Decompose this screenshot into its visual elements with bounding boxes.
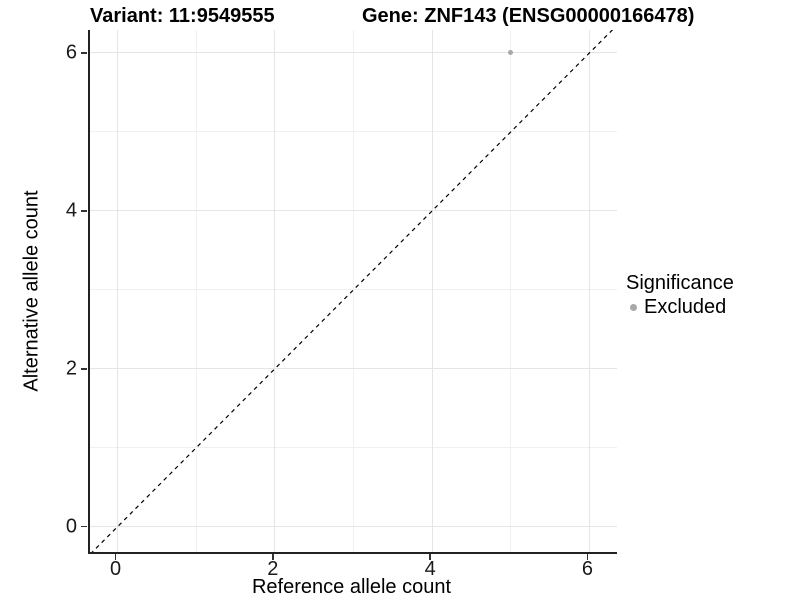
gridline-y-2: [90, 368, 617, 370]
y-tick-label-2: 2: [65, 357, 77, 380]
plot-panel: [88, 30, 617, 554]
gridline-x-2: [274, 30, 276, 552]
legend-key-dot-icon: [630, 304, 637, 311]
gridline-y-0: [90, 526, 617, 528]
x-tick-label-2: 2: [267, 558, 279, 580]
data-point-excluded: [508, 50, 514, 56]
x-tick-label-6: 6: [581, 558, 594, 580]
gridline-y-minor-1: [90, 447, 617, 449]
gridline-y-minor-5: [90, 131, 617, 133]
x-tick-label-4: 4: [424, 558, 436, 580]
x-tick-label-0: 0: [109, 558, 122, 580]
gridline-x-6: [588, 30, 590, 552]
variant-title: Variant: 11:9549555: [90, 5, 275, 27]
legend-item-excluded: Excluded: [630, 296, 734, 319]
y-tick-label-4: 4: [65, 199, 77, 222]
gridline-y-6: [90, 52, 617, 54]
identity-reference-line: [91, 30, 614, 552]
gridline-x-minor-1: [195, 30, 197, 552]
gridline-x-4: [431, 30, 433, 552]
x-tick-mark-2: [272, 554, 274, 560]
y-tick-mark-6: [81, 52, 87, 54]
gene-title: Gene: ZNF143 (ENSG00000166478): [362, 5, 695, 27]
y-tick-label-6: 6: [65, 41, 77, 64]
y-tick-mark-2: [81, 368, 87, 370]
legend: Significance Excluded: [626, 272, 734, 319]
legend-item-label: Excluded: [644, 296, 727, 318]
y-tick-label-0: 0: [65, 515, 77, 538]
gridline-y-minor-3: [90, 289, 617, 291]
x-tick-mark-6: [586, 554, 589, 560]
y-axis-title: Alternative allele count: [20, 190, 43, 392]
gridline-x-minor-3: [353, 30, 354, 552]
x-tick-mark-4: [429, 554, 431, 560]
gridline-x-minor-5: [510, 30, 512, 552]
y-tick-mark-0: [81, 525, 87, 528]
gridline-x-0: [117, 30, 119, 552]
x-axis-title: Reference allele count: [251, 576, 451, 598]
legend-title: Significance: [626, 272, 734, 294]
y-tick-mark-4: [81, 210, 87, 212]
gridline-y-4: [90, 210, 617, 212]
x-tick-mark-0: [114, 554, 117, 560]
legend-items: Excluded: [626, 296, 734, 319]
